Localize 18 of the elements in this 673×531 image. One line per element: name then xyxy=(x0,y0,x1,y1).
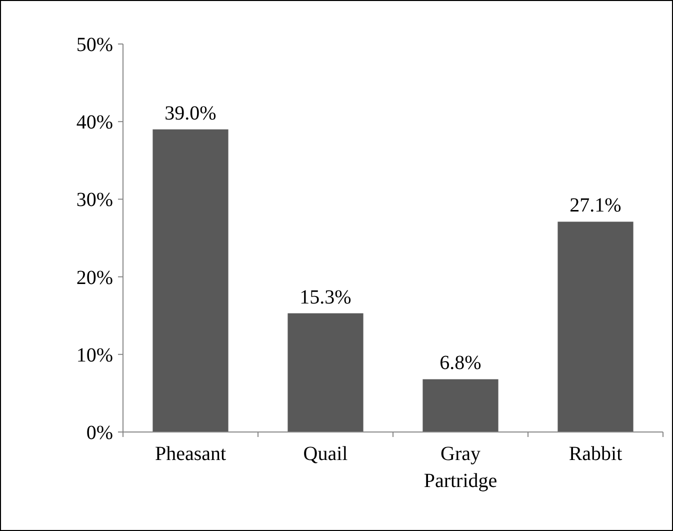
y-tick-label: 0% xyxy=(86,422,113,444)
y-tick-label: 50% xyxy=(76,34,113,56)
y-tick-label: 30% xyxy=(76,189,113,212)
y-tick-label: 40% xyxy=(76,112,113,134)
bar xyxy=(422,379,498,432)
y-tick-label: 20% xyxy=(76,266,113,289)
data-label: 6.8% xyxy=(440,352,482,374)
data-label: 15.3% xyxy=(300,286,352,308)
x-tick-label: Gray Partridge xyxy=(424,443,498,492)
x-tick-label: Rabbit xyxy=(568,443,623,465)
x-tick-label: Pheasant xyxy=(154,443,226,465)
data-label: 39.0% xyxy=(164,102,216,124)
bar xyxy=(558,222,634,432)
x-tick-label: Quail xyxy=(303,443,348,465)
data-label: 27.1% xyxy=(570,194,622,217)
y-tick-label: 10% xyxy=(76,344,113,366)
bar xyxy=(288,313,364,432)
bar xyxy=(152,129,228,432)
